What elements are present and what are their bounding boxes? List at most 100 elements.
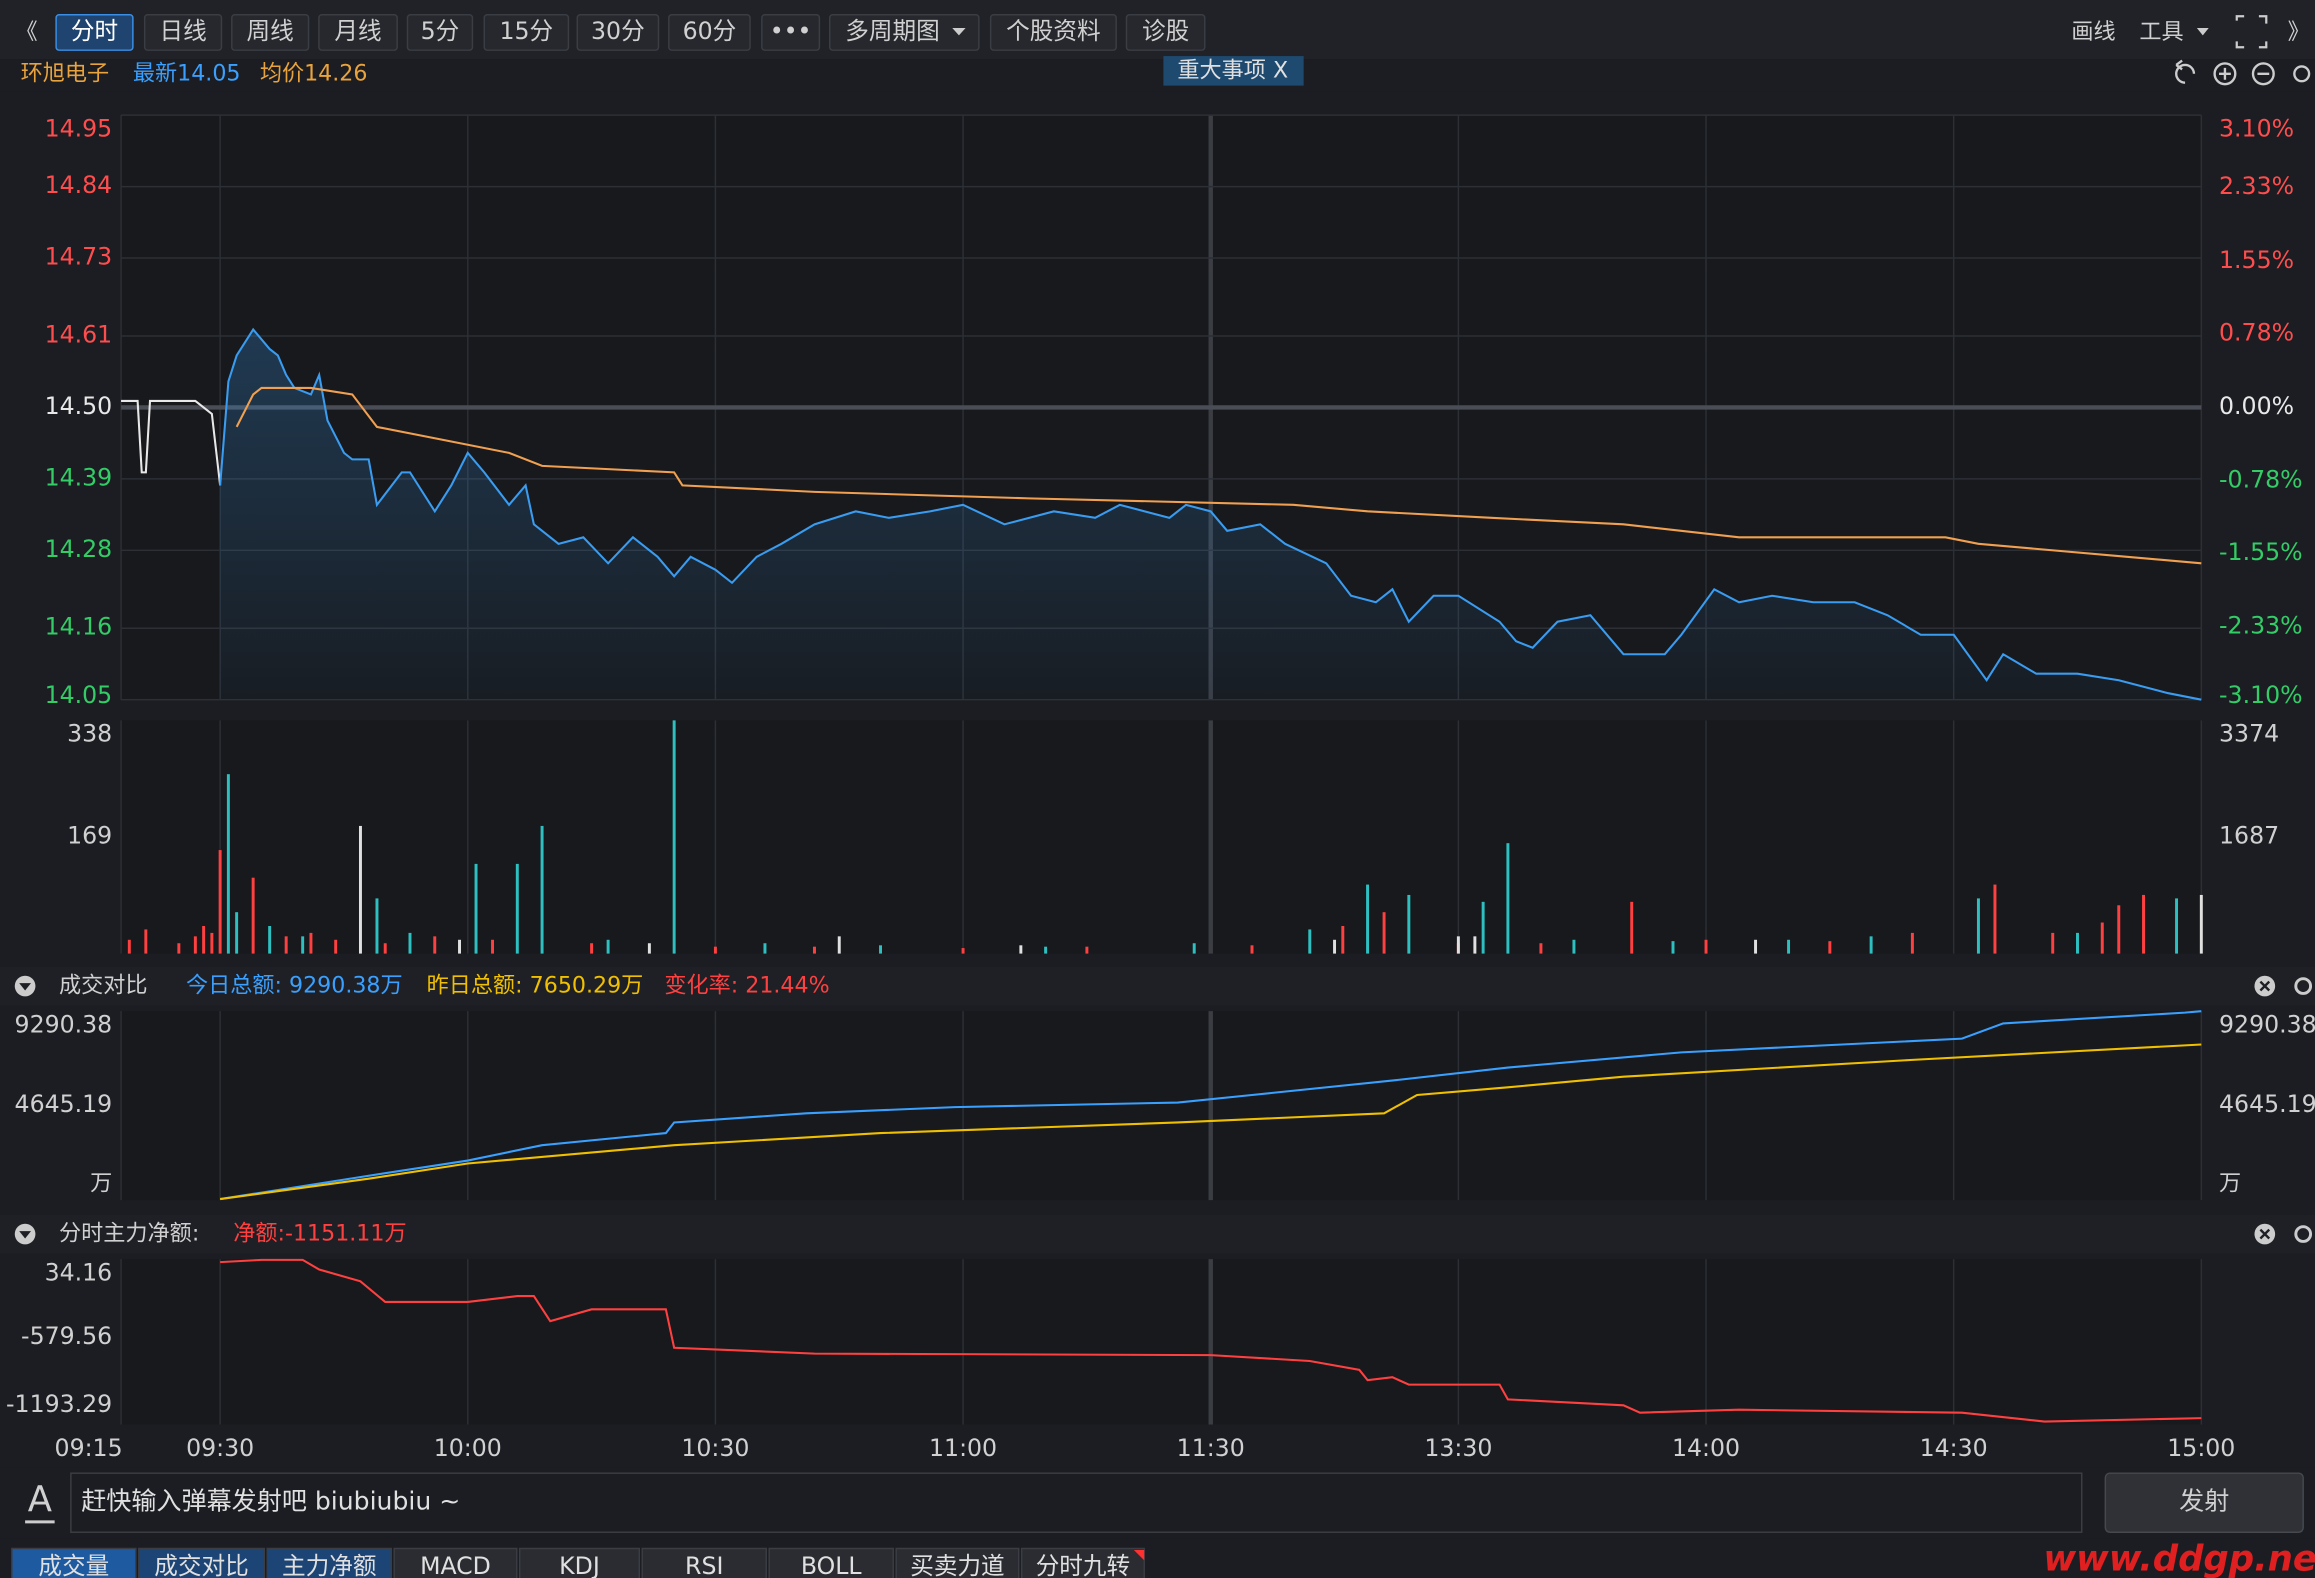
bottom-tab-label[interactable]: KDJ [559,1552,600,1578]
volume-bar [1481,901,1485,954]
toolbar-tab[interactable] [1125,14,1206,51]
toolbar-tab[interactable] [989,14,1117,51]
toolbar-tab-label[interactable]: 日线 [159,17,206,45]
y-tick-label: 14.50 [45,392,113,420]
amount-title: 成交对比 [59,973,148,999]
y2-tick-label: 4645.19 [2219,1090,2315,1118]
volume-bar [1308,929,1312,954]
font-icon[interactable]: A [28,1479,52,1520]
volume-bar [2051,932,2055,954]
toolbar-tab[interactable] [318,14,398,51]
volume-bar [334,939,338,954]
toolbar-tab-label[interactable]: 多周期图 [845,17,939,45]
y-tick-label: 34.16 [45,1258,113,1286]
volume-bar [251,877,255,954]
volume-bar [1366,884,1370,954]
bottom-tab-label[interactable]: 主力净额 [282,1552,376,1578]
volume-bar [1910,932,1914,954]
y2-tick-label: 9290.38 [2219,1010,2315,1038]
volume-bar [202,925,206,954]
toolbar-tab[interactable] [829,14,980,51]
x-tick-label: 14:00 [1672,1434,1740,1462]
bottom-tab-label[interactable]: 成交量 [38,1552,109,1578]
toolbar-tab-label[interactable]: 30分 [591,17,645,45]
toolbar-tab-label[interactable]: 月线 [334,17,381,45]
settings-icon[interactable] [2294,1225,2313,1243]
volume-bar [2076,932,2079,954]
collapse-caret [19,1231,32,1239]
x-tick-label: 14:30 [1920,1434,1988,1462]
volume-bar [177,943,181,954]
toolbar-tab[interactable] [761,14,821,51]
series-line [235,386,2202,565]
amount-plot-bg [121,1011,2202,1201]
net-header-bg [0,1214,2315,1254]
bottom-tab[interactable] [768,1547,894,1578]
toolbar-tab[interactable] [668,14,751,51]
volume-bar [210,932,214,954]
volume-bar [2117,905,2121,954]
volume-bar [1787,939,1791,954]
settings-icon[interactable] [2293,65,2311,83]
toolbar-tab-label[interactable]: 周线 [247,17,294,45]
volume-bar [961,948,965,954]
toolbar-tab-label[interactable]: 5分 [421,17,460,45]
toolbar-tab-label[interactable]: 个股资料 [1006,17,1100,45]
toolbar-tab-label[interactable]: 60分 [683,17,737,45]
volume-bar [1506,843,1510,954]
tab-caret [952,28,966,36]
latest-price: 最新14.05 [133,60,241,86]
bottom-tab[interactable] [138,1547,266,1578]
toolbar-tab-label[interactable]: 分时 [71,17,118,45]
danmaku-input[interactable] [70,1472,2083,1533]
toolbar-tab[interactable] [143,14,223,51]
bottom-tab-label[interactable]: MACD [420,1552,491,1578]
event-badge[interactable] [1163,56,1304,86]
y-tick-label: 14.95 [45,114,113,142]
zoom-in-icon[interactable] [2213,62,2237,86]
volume-plot-bg [121,720,2202,954]
y-tick-label: 14.05 [45,681,113,709]
volume-bar [1250,945,1254,954]
zoom-out-icon[interactable] [2251,62,2275,86]
bottom-tab[interactable] [1020,1547,1145,1578]
toolbar-tab-label[interactable]: 诊股 [1142,17,1189,45]
volume-bar [1704,939,1708,954]
forward-button[interactable]: 》 [2288,19,2310,45]
x-tick-label: 11:00 [929,1434,997,1462]
fullscreen-icon[interactable] [2235,15,2268,49]
y-tick-label: 14.61 [45,320,113,348]
bottom-tab-label[interactable]: 买卖力道 [910,1552,1004,1578]
bottom-tab[interactable] [11,1547,137,1578]
net-plot-bg [121,1259,2202,1425]
toolbar-tab[interactable] [55,14,134,51]
bottom-tab-label[interactable]: BOLL [801,1552,863,1578]
undo-icon[interactable] [2175,59,2196,84]
bottom-tab-label[interactable]: 成交对比 [154,1552,248,1578]
bottom-tab[interactable] [266,1547,392,1578]
event-badge-text[interactable]: 重大事项 X [1177,57,1288,83]
toolbar-tab[interactable] [576,14,660,51]
x-tick-label: 10:00 [434,1434,502,1462]
bottom-tab[interactable] [641,1547,767,1578]
y-tick-label: 169 [67,821,112,849]
volume-bar [1539,943,1543,954]
bottom-tab[interactable] [393,1547,518,1578]
bottom-tab-label[interactable]: RSI [685,1552,723,1578]
back-button[interactable]: 《 [16,19,38,45]
toolbar-tab-label[interactable]: 15分 [500,17,554,45]
draw-button[interactable]: 画线 [2071,19,2115,45]
send-button-text[interactable]: 发射 [2179,1487,2229,1516]
net-title: 分时主力净额: [59,1221,199,1247]
toolbar-tab[interactable] [483,14,570,51]
bottom-tab-label[interactable]: 分时九转 [1036,1552,1130,1578]
toolbar-tab[interactable] [406,14,474,51]
volume-bar [193,936,197,954]
bottom-tab[interactable] [518,1547,641,1578]
bottom-tab[interactable] [895,1547,1020,1578]
toolbar-tab[interactable] [231,14,310,51]
settings-icon[interactable] [2294,977,2313,995]
send-button[interactable] [2104,1472,2304,1533]
tools-button[interactable]: 工具 [2139,19,2183,45]
toolbar-tab-label[interactable]: ••• [770,17,812,45]
